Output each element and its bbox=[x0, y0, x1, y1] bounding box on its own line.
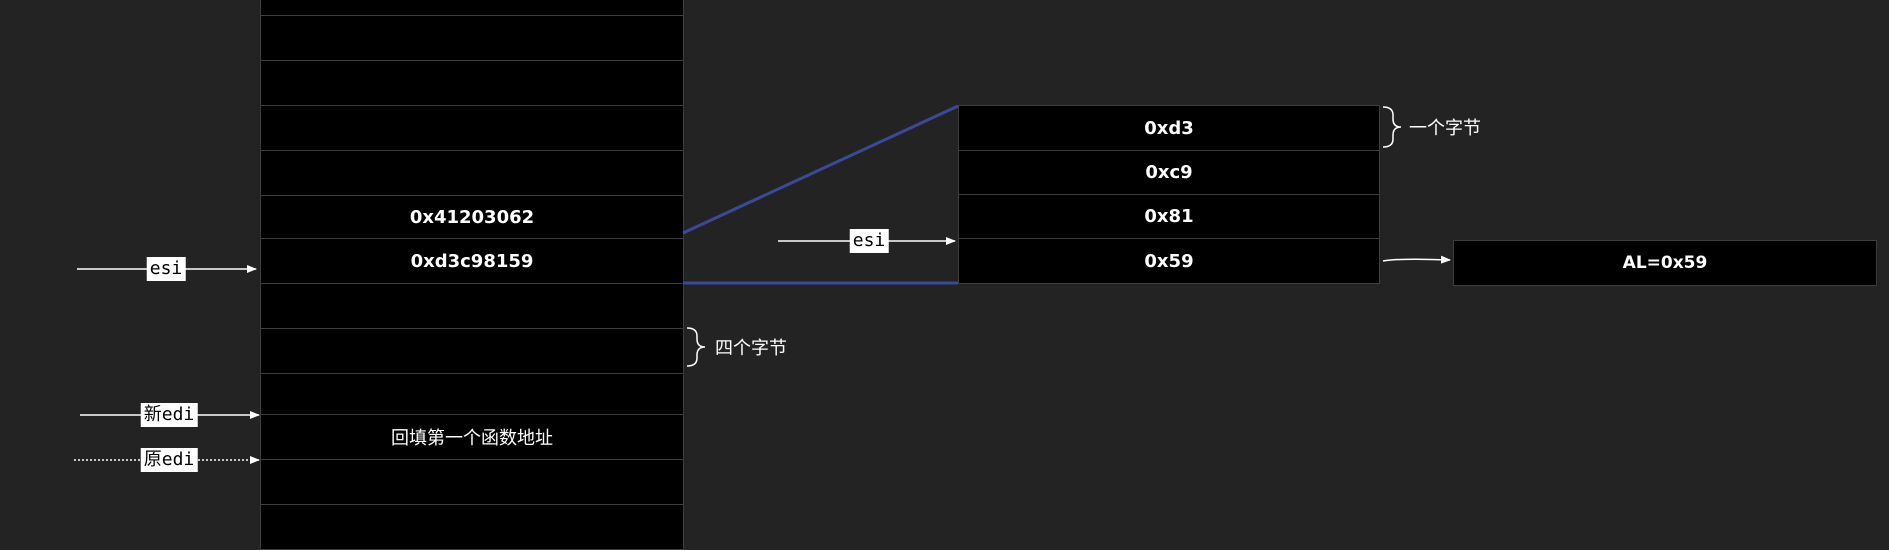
memory-diagram: 0x41203062 0xd3c98159 回填第一个函数地址 0xd3 0xc… bbox=[74, 0, 1877, 550]
result-box: AL=0x59 bbox=[1453, 240, 1877, 286]
byte-cell: 0xd3 bbox=[958, 105, 1380, 151]
esi-tag: esi bbox=[146, 257, 186, 281]
memory-cell bbox=[260, 60, 684, 106]
memory-cell bbox=[260, 328, 684, 374]
byte-cell: 0x81 bbox=[958, 194, 1380, 239]
one-byte-label: 一个字节 bbox=[1409, 118, 1481, 139]
byte-cell: 0x59 bbox=[958, 238, 1380, 284]
memory-cell-value-2: 0xd3c98159 bbox=[260, 238, 684, 284]
memory-cell bbox=[260, 283, 684, 329]
memory-cell-value-1: 0x41203062 bbox=[260, 195, 684, 239]
zoom-line-top bbox=[682, 104, 959, 235]
memory-cell-function-address: 回填第一个函数地址 bbox=[260, 414, 684, 460]
memory-cell bbox=[260, 150, 684, 196]
one-byte-brace bbox=[1382, 106, 1402, 148]
memory-cell bbox=[260, 459, 684, 505]
connector-layer bbox=[74, 104, 1451, 464]
result-arrow bbox=[1382, 255, 1451, 264]
new-edi-tag: 新edi bbox=[140, 403, 198, 427]
byte-cell: 0xc9 bbox=[958, 150, 1380, 195]
four-bytes-brace bbox=[686, 327, 706, 367]
memory-cell bbox=[260, 105, 684, 151]
old-edi-tag: 原edi bbox=[140, 448, 198, 472]
byte-esi-tag: esi bbox=[849, 229, 889, 253]
four-bytes-label: 四个字节 bbox=[715, 338, 787, 359]
